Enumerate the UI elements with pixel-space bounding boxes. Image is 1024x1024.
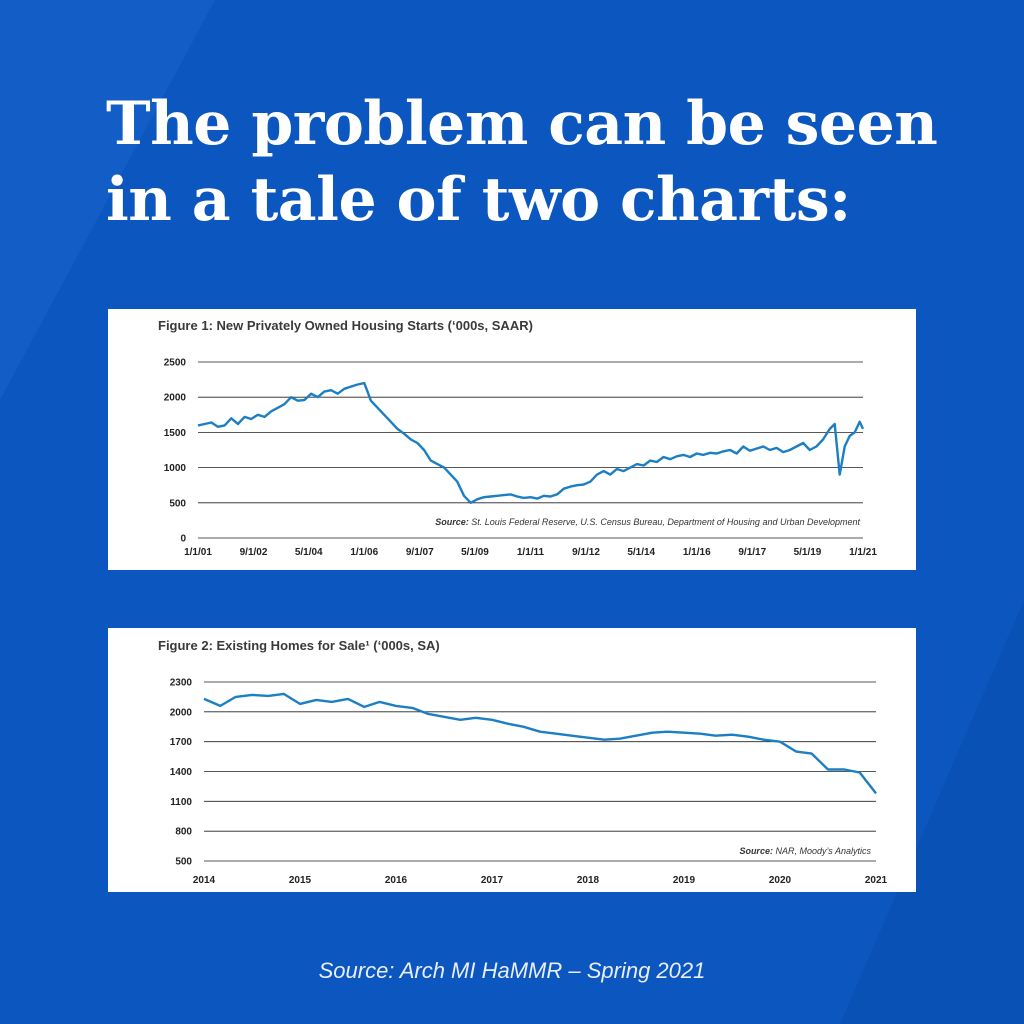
series-line	[203, 692, 877, 795]
chart-title: Figure 2: Existing Homes for Sale¹ (‘000…	[158, 638, 440, 653]
chart-source-label: Source:	[739, 846, 775, 856]
x-tick-label: 9/1/02	[240, 547, 268, 558]
chart-source-text: St. Louis Federal Reserve, U.S. Census B…	[471, 517, 860, 527]
y-tick-label: 1700	[170, 737, 193, 748]
x-tick-label: 1/1/21	[849, 547, 877, 558]
x-tick-label: 1/1/11	[517, 547, 545, 558]
chart-title: Figure 1: New Privately Owned Housing St…	[158, 318, 533, 333]
existing-homes-chart: Figure 2: Existing Homes for Sale¹ (‘000…	[158, 638, 888, 886]
y-tick-label: 800	[175, 827, 192, 838]
x-tick-label: 1/1/01	[184, 547, 212, 558]
x-tick-label: 2014	[193, 875, 216, 886]
x-tick-label: 5/1/04	[295, 547, 323, 558]
y-tick-label: 2300	[170, 678, 193, 689]
chart-source: Source: NAR, Moody’s Analytics	[739, 846, 871, 856]
x-tick-label: 1/1/06	[350, 547, 378, 558]
footer-source: Source: Arch MI HaMMR – Spring 2021	[318, 958, 706, 983]
housing-starts-chart: Figure 1: New Privately Owned Housing St…	[158, 318, 877, 558]
x-tick-label: 2017	[481, 875, 504, 886]
y-tick-label: 1500	[164, 428, 187, 439]
x-tick-label: 5/1/19	[794, 547, 822, 558]
x-tick-label: 2016	[385, 875, 408, 886]
y-tick-label: 1000	[164, 463, 187, 474]
x-tick-label: 5/1/14	[627, 547, 655, 558]
y-tick-label: 1400	[170, 767, 193, 778]
y-tick-label: 2500	[164, 358, 187, 369]
chart-panel-existing-homes: Figure 2: Existing Homes for Sale¹ (‘000…	[108, 628, 916, 892]
x-tick-label: 2015	[289, 875, 312, 886]
chart-source-label: Source:	[435, 517, 471, 527]
x-tick-label: 2020	[769, 875, 792, 886]
x-tick-label: 9/1/07	[406, 547, 434, 558]
y-tick-label: 1100	[170, 797, 192, 808]
x-tick-label: 1/1/16	[683, 547, 711, 558]
x-tick-label: 9/1/17	[738, 547, 766, 558]
x-tick-label: 2021	[865, 875, 888, 886]
y-tick-label: 500	[175, 857, 192, 868]
x-tick-label: 2019	[673, 875, 696, 886]
y-tick-label: 2000	[170, 707, 193, 718]
chart-panel-housing-starts: Figure 1: New Privately Owned Housing St…	[108, 309, 916, 570]
x-tick-label: 5/1/09	[461, 547, 489, 558]
x-tick-label: 2018	[577, 875, 600, 886]
y-tick-label: 2000	[164, 393, 187, 404]
y-tick-label: 0	[180, 534, 186, 545]
chart-source: Source: St. Louis Federal Reserve, U.S. …	[435, 517, 860, 527]
series-line	[197, 381, 865, 505]
y-tick-label: 500	[169, 498, 186, 509]
x-tick-label: 9/1/12	[572, 547, 600, 558]
chart-source-text: NAR, Moody’s Analytics	[775, 846, 871, 856]
headline: The problem can be seen in a tale of two…	[106, 89, 938, 235]
